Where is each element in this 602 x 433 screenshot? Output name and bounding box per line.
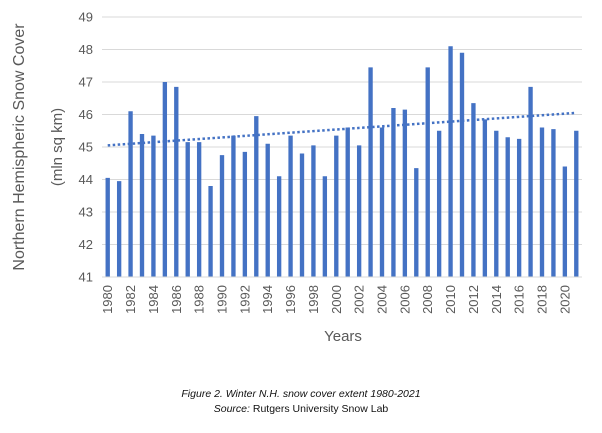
x-tick-label: 2018 bbox=[535, 285, 550, 314]
x-tick-label: 2002 bbox=[352, 285, 367, 314]
x-tick-label: 2000 bbox=[329, 285, 344, 314]
bar bbox=[322, 176, 328, 277]
x-tick-label: 2016 bbox=[512, 285, 527, 314]
bar bbox=[276, 176, 282, 277]
figure-caption: Figure 2. Winter N.H. snow cover extent … bbox=[181, 388, 421, 400]
bar bbox=[368, 67, 373, 277]
bar bbox=[196, 142, 202, 277]
x-tick-label: 1994 bbox=[260, 285, 275, 314]
bar bbox=[231, 135, 236, 277]
gridlines bbox=[102, 16, 582, 245]
x-tick-label: 1996 bbox=[283, 285, 298, 314]
bar bbox=[402, 109, 408, 277]
y-tick-label: 45 bbox=[79, 140, 93, 155]
bar bbox=[391, 108, 396, 277]
source-label: Source: bbox=[213, 403, 250, 415]
x-tick-label: 1990 bbox=[215, 285, 230, 314]
bar bbox=[116, 181, 122, 277]
bar bbox=[162, 82, 168, 277]
bar bbox=[151, 135, 156, 277]
x-tick-label: 1986 bbox=[169, 285, 184, 314]
bar bbox=[345, 127, 350, 277]
x-axis-title: Years bbox=[324, 328, 362, 345]
x-tick-label: 2020 bbox=[557, 285, 572, 314]
bar bbox=[425, 67, 430, 277]
source-text: Rutgers University Snow Lab bbox=[249, 403, 389, 415]
bar bbox=[185, 142, 190, 277]
y-tick-label: 42 bbox=[79, 237, 93, 252]
x-tick-label: 1988 bbox=[192, 285, 207, 314]
bar bbox=[174, 86, 179, 277]
x-tick-label: 1980 bbox=[100, 285, 115, 314]
bar bbox=[471, 103, 476, 277]
x-tick-label: 2004 bbox=[375, 285, 390, 314]
y-tick-label: 43 bbox=[79, 205, 93, 220]
y-tick-label: 44 bbox=[79, 172, 93, 187]
y-tick-label: 47 bbox=[79, 75, 93, 90]
bar bbox=[505, 137, 510, 277]
x-tick-label: 2006 bbox=[397, 285, 412, 314]
source-caption: Source: Rutgers University Snow Lab bbox=[0, 403, 602, 415]
y-tick-label: 46 bbox=[79, 107, 93, 122]
x-tick-label: 1982 bbox=[123, 285, 138, 314]
bar bbox=[128, 111, 133, 277]
bar bbox=[219, 155, 225, 277]
bar bbox=[208, 186, 213, 277]
y-axis-title: Northern Hemispheric Snow Cover bbox=[11, 23, 28, 271]
x-tick-label: 1992 bbox=[237, 285, 252, 314]
bar bbox=[254, 116, 259, 277]
bar bbox=[288, 135, 293, 277]
bar bbox=[459, 52, 465, 277]
bar bbox=[311, 145, 316, 277]
bar bbox=[356, 145, 362, 277]
bar bbox=[562, 166, 568, 277]
bar bbox=[436, 130, 442, 277]
y-tick-label: 48 bbox=[79, 42, 93, 57]
bar bbox=[482, 119, 488, 277]
bar bbox=[516, 138, 522, 277]
bar bbox=[265, 143, 270, 277]
y-tick-label: 41 bbox=[79, 270, 93, 285]
x-tick-label: 2012 bbox=[466, 285, 481, 314]
bar bbox=[448, 46, 453, 277]
bar bbox=[414, 168, 419, 277]
bar bbox=[105, 177, 110, 277]
x-tick-label: 2010 bbox=[443, 285, 458, 314]
y-axis-units: (mln sq km) bbox=[49, 108, 66, 186]
bar bbox=[242, 151, 248, 277]
bar bbox=[551, 129, 556, 277]
trend-line bbox=[107, 111, 577, 147]
bar bbox=[574, 130, 579, 277]
x-tick-label: 1998 bbox=[306, 285, 321, 314]
y-tick-label: 49 bbox=[79, 10, 93, 25]
bar bbox=[334, 135, 339, 277]
x-tick-label: 2008 bbox=[420, 285, 435, 314]
bar bbox=[539, 127, 545, 277]
bar bbox=[494, 130, 499, 277]
x-axis-ticks: 1980 1982 1984 1986 1988 1990 1992 1994 1996 1998… bbox=[100, 285, 572, 314]
x-tick-label: 1984 bbox=[146, 285, 161, 314]
bar bbox=[528, 86, 533, 277]
y-axis-ticks: 41 42 43 44 45 46 47 48 49 bbox=[79, 10, 93, 285]
bar bbox=[299, 153, 305, 277]
x-tick-label: 2014 bbox=[489, 285, 504, 314]
bar bbox=[139, 134, 145, 277]
bar bbox=[379, 127, 385, 277]
bars bbox=[105, 46, 579, 277]
